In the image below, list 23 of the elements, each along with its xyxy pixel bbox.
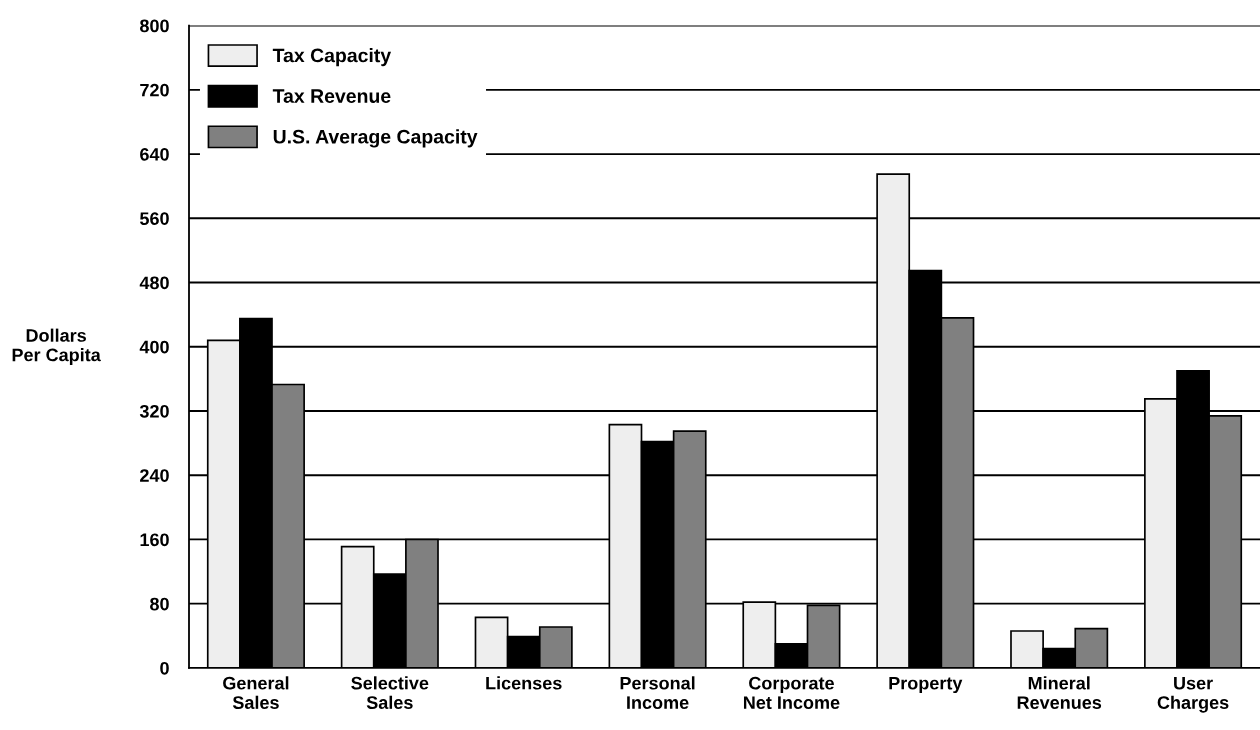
x-tick-label: User Charges: [1157, 676, 1229, 713]
y-tick-label: 80: [150, 597, 169, 611]
x-tick-label: Licenses: [486, 676, 562, 690]
y-tick-label: 800: [140, 19, 169, 33]
y-tick-label: 160: [140, 533, 169, 547]
y-tick-label: 480: [139, 276, 169, 290]
y-tick-label: 320: [139, 404, 169, 418]
x-tick-label: Mineral Revenues: [1017, 676, 1102, 709]
legend-label: Tax Revenue: [272, 89, 391, 103]
y-tick-label: 720: [140, 83, 169, 97]
x-tick-label: Corporate Net Income: [743, 676, 840, 709]
x-tick-label: Property: [889, 676, 963, 694]
y-tick-label: 400: [139, 340, 169, 354]
legend-label: U.S. Average Capacity: [273, 129, 478, 148]
x-tick-label: Personal Income: [620, 676, 695, 709]
y-tick-label: 0: [160, 661, 169, 675]
y-tick-label: 240: [140, 469, 169, 482]
legend-label: Tax Capacity: [272, 48, 392, 67]
x-tick-label: General Sales: [223, 676, 289, 709]
x-tick-label: Selective Sales: [351, 676, 429, 709]
y-tick-label: 640: [140, 147, 169, 161]
y-tick-label: 560: [139, 212, 169, 225]
y-axis-title: Dollars Per Capita: [12, 328, 101, 365]
